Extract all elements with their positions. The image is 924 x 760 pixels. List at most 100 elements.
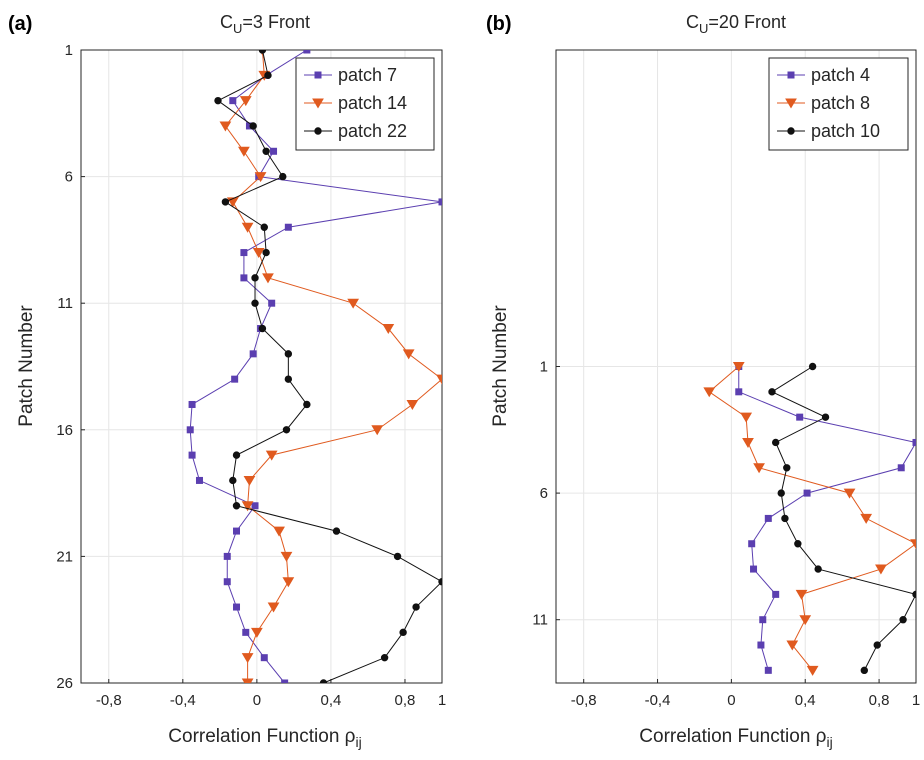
panel-a-series-2-point-15 [282,426,291,434]
panel-a-title: CU=3 Front [220,12,310,36]
panel-a-series-1-point-2 [239,96,252,107]
panel-a-legend-label-2: patch 22 [338,121,407,141]
panel-b-series-0-point-7 [748,540,756,548]
panel-b-label: (b) [486,13,512,35]
panel-a-y-tick-label-1: 6 [65,169,73,186]
panel-a-series-0-point-7 [284,223,292,231]
panel-a-series-1-point-10 [347,298,360,309]
panel-a-series-0-point-22 [233,603,241,611]
panel-a-series-line-2 [217,50,442,683]
panel-b-series-2-point-0 [808,362,817,371]
panel-b-legend-marker-1 [785,98,797,109]
panel-b-y-tick-label-0: 1 [540,359,548,376]
panel-b-y-tick-label-2: 11 [532,612,548,629]
panel-a-series-1-point-11 [382,324,395,335]
panel-a-y-tick-label-3: 16 [56,422,73,439]
panel-a-x-tick-label-5: 1 [438,692,446,709]
panel-b-series-2-point-12 [860,666,869,675]
panel-b-series-2-point-3 [771,438,780,447]
panel-b: (b) CU=20 Front Patch Number Correlation… [486,12,920,750]
panel-a-series-1-point-18 [241,501,254,512]
panel-a-series-1-point-16 [265,450,278,461]
panel-a-series-2-point-6 [221,198,230,206]
panel-a-y-tick-label-4: 21 [56,548,73,565]
panel-a-series-0-point-13 [231,375,239,383]
panel-a-series-0-point-23 [242,628,250,636]
panel-a-series-0-point-19 [233,527,241,535]
panel-a-series-2-point-24 [380,653,389,662]
panel-b-legend-label-0: patch 4 [811,65,870,85]
panel-a-series-2-point-16 [232,451,241,459]
panel-a-series-1-point-4 [238,146,250,157]
panel-a-x-tick-label-1: -0,4 [170,692,196,709]
panel-a-series-0-point-9 [240,274,248,282]
panel-a-y-tick-label-2: 11 [57,295,73,312]
panel-b-x-tick-label-4: 0,8 [869,692,890,709]
panel-a-y-tick-label-5: 26 [56,675,73,692]
panel-a-series-1-point-9 [262,273,274,284]
panel-b-legend-label-2: patch 10 [811,121,880,141]
panel-b-series-2-point-8 [814,565,822,573]
panel-b-series-1-point-2 [740,412,753,423]
panel-b-series-2-point-6 [781,514,789,523]
panel-a-series-2-point-11 [258,324,267,333]
panel-b-series-0-point-3 [912,438,916,446]
panel-a-series-1-point-3 [219,121,232,132]
panel-b-series-1-point-11 [786,640,799,651]
panel-a: (a) CU=3 Front Patch Number Correlation … [8,12,446,750]
panel-b-series-1-point-10 [799,615,812,626]
panel-b-series-2-point-1 [768,388,776,396]
panel-a-series-1-point-8 [252,248,265,259]
panel-b-y-axis-label: Patch Number [490,305,511,427]
panel-a-series-2-point-4 [262,147,270,155]
panel-a-series-0-point-24 [260,654,268,662]
panel-a-series-2-point-9 [251,274,259,282]
panel-b-series-0-point-1 [735,388,743,396]
panel-a-series-1-point-12 [402,349,415,360]
panel-a-series-2-point-18 [232,502,241,510]
panel-a-y-axis-label: Patch Number [16,305,37,427]
panel-a-series-2-point-7 [260,223,268,231]
panel-b-series-1-point-3 [742,437,754,448]
panel-b-title: CU=20 Front [686,12,786,36]
panel-a-legend-marker-2 [314,127,322,135]
panel-a-series-2-point-2 [214,96,222,105]
panel-a-legend-label-1: patch 14 [338,93,407,113]
panel-b-x-tick-label-0: -0,8 [571,692,597,709]
panel-b-series-1-point-12 [806,665,819,676]
panel-b-x-tick-label-2: 0 [727,692,735,709]
panel-a-series-1-point-22 [267,602,280,613]
panel-a-series-0-point-8 [240,249,248,257]
panel-a-series-2-point-10 [251,299,259,307]
panel-a-series-2-point-12 [284,350,293,358]
panel-b-legend-label-1: patch 8 [811,93,870,113]
panel-b-legend-marker-2 [787,127,795,135]
panel-a-series-0-point-14 [188,400,196,408]
panel-a-series-0-point-16 [188,451,196,459]
panel-b-series-0-point-5 [803,489,811,497]
panel-a-series-2-point-21 [438,578,442,586]
panel-a-label: (a) [8,13,32,35]
panel-a-x-axis-label: Correlation Function ρij [168,726,361,750]
panel-a-series-0-point-15 [186,426,194,434]
panel-b-x-tick-label-3: 0,4 [795,692,816,709]
panel-a-series-2-point-5 [279,172,287,181]
panel-a-series-0-point-18 [251,502,259,510]
panel-a-series-group [186,50,442,683]
panel-a-series-0-point-21 [223,578,231,586]
panel-b-series-1-point-8 [875,564,887,575]
panel-a-x-tick-label-2: 0 [253,692,261,709]
panel-a-series-1-point-17 [243,475,256,486]
panel-a-series-2-point-8 [262,248,270,257]
panel-a-series-2-point-19 [332,527,341,535]
panel-b-series-2-point-9 [912,590,916,599]
panel-a-series-1-point-23 [250,627,263,638]
panel-b-x-axis-label: Correlation Function ρij [639,726,832,750]
panel-a-series-1-point-13 [436,374,442,385]
panel-b-series-1-point-0 [732,362,745,372]
panel-a-series-2-point-20 [393,552,402,561]
panel-b-series-0-point-8 [750,565,758,573]
panel-b-legend-marker-0 [787,71,795,79]
panel-a-series-2-point-3 [249,122,257,130]
panel-a-legend-marker-1 [312,98,324,109]
